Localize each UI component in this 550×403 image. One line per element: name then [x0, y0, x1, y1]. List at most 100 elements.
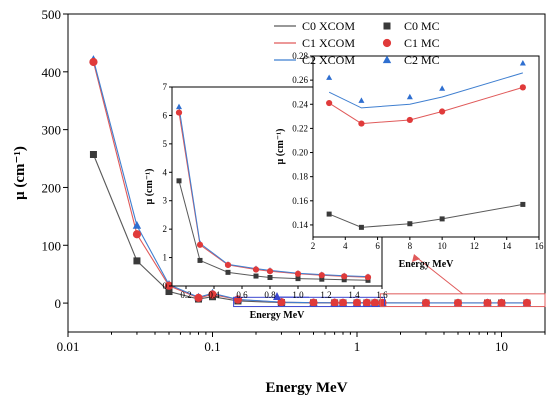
plot-frame	[312, 55, 540, 238]
series-point-1	[406, 116, 413, 124]
series-point-1	[132, 230, 142, 239]
y-tick-label: 0.26	[292, 75, 308, 85]
series-point-1	[318, 272, 325, 279]
series-point-0	[341, 277, 347, 283]
y-tick-label: 1	[163, 253, 168, 263]
series-point-0	[197, 257, 203, 263]
x-tick-label: 6	[375, 241, 380, 251]
zoom-box-1	[379, 293, 546, 308]
x-tick-label: 1.0	[292, 290, 304, 300]
x-axis-label: Energy MeV	[265, 380, 347, 396]
series-point-1	[522, 298, 532, 308]
series-point-0	[133, 257, 141, 265]
series-point-1	[421, 298, 431, 308]
y-tick-label: 6	[163, 110, 168, 120]
series-point-1	[194, 293, 203, 302]
x-tick-label: 2	[311, 241, 316, 251]
x-tick-label: 10	[495, 339, 508, 354]
x-tick-label: 0.01	[57, 339, 80, 354]
x-tick-label: 0.8	[264, 290, 276, 300]
series-point-1	[196, 241, 204, 248]
series-point-1	[378, 298, 387, 308]
x-tick-label: 1.2	[320, 290, 331, 300]
series-point-1	[224, 261, 232, 269]
legend-label: C1 MC	[404, 36, 440, 50]
x-tick-label: 1	[354, 339, 361, 354]
x-tick-label: 14	[502, 241, 512, 251]
series-point-1	[352, 298, 362, 307]
legend: C0 XCOM C1 XCOM C2 XCOM C0 MC C1 MC C2 MC	[274, 19, 440, 67]
series-point-1	[497, 298, 506, 308]
series-point-1	[266, 268, 274, 275]
series-point-1	[364, 274, 372, 281]
y-tick-label: 0.20	[292, 148, 308, 158]
y-tick-label: 400	[42, 65, 62, 80]
x-tick-label: 12	[470, 241, 479, 251]
x-tick-label: 10	[438, 241, 448, 251]
y-tick-label: 0.28	[292, 51, 308, 61]
series-point-1	[326, 99, 333, 107]
series-point-1	[370, 298, 379, 307]
series-point-1	[330, 298, 339, 307]
series-point-1	[362, 298, 371, 307]
series-point-2	[519, 59, 526, 66]
series-point-1	[453, 298, 463, 308]
series-point-0	[295, 276, 301, 282]
y-axis-label: μ (cm⁻¹)	[275, 129, 286, 165]
y-tick-label: 0	[55, 296, 62, 311]
legend-label: C1 XCOM	[302, 36, 355, 50]
y-axis-label: μ (cm⁻¹)	[144, 169, 155, 205]
series-point-1	[294, 270, 302, 277]
series-point-2	[176, 103, 182, 110]
y-tick-label: 500	[42, 7, 62, 22]
y-axis-label: μ (cm⁻¹)	[12, 146, 28, 200]
series-point-1	[208, 290, 217, 299]
zoom-arrow-red	[412, 254, 420, 262]
y-tick-label: 0.14	[292, 220, 308, 230]
y-tick-label: 0.22	[292, 123, 308, 133]
series-point-2	[406, 93, 413, 100]
series-point-1	[519, 84, 526, 91]
series-point-1	[252, 266, 260, 273]
series-point-0	[165, 288, 173, 296]
y-tick-label: 0.16	[292, 196, 308, 206]
y-tick-label: 100	[42, 238, 62, 253]
y-tick-label: 7	[163, 82, 168, 92]
series-point-0	[520, 201, 526, 207]
series-point-1	[358, 120, 365, 127]
legend-marker-0	[383, 22, 391, 30]
y-tick-label: 4	[163, 167, 168, 177]
series-point-0	[176, 178, 182, 184]
x-tick-label: 0.6	[236, 290, 248, 300]
x-tick-label: 16	[535, 241, 545, 251]
series-point-1	[341, 273, 348, 280]
series-point-2	[132, 221, 142, 229]
series-point-1	[277, 298, 286, 307]
y-tick-label: 200	[42, 180, 62, 195]
series-point-1	[309, 298, 318, 307]
series-point-1	[89, 57, 98, 67]
x-axis-label: Energy MeV	[250, 310, 305, 321]
legend-label: C2 MC	[404, 53, 440, 67]
series-point-0	[439, 216, 445, 222]
series-point-1	[338, 298, 348, 307]
series-point-0	[89, 150, 97, 158]
x-tick-label: 8	[408, 241, 413, 251]
zoom-arrow-blue	[273, 292, 281, 300]
series-point-2	[439, 85, 446, 91]
series-point-0	[326, 211, 332, 217]
series-point-0	[407, 221, 413, 227]
zoom-connector-red	[415, 256, 463, 295]
series-line-2	[328, 72, 524, 109]
x-axis-label: Energy MeV	[399, 259, 454, 270]
legend-marker-1	[382, 38, 392, 48]
x-tick-label: 1.6	[376, 290, 388, 300]
series-point-1	[175, 109, 183, 116]
x-tick-label: 0.2	[180, 290, 191, 300]
series-point-0	[365, 277, 371, 283]
x-tick-label: 4	[343, 241, 348, 251]
series-point-2	[326, 74, 333, 80]
series-point-0	[319, 276, 325, 282]
series-point-0	[225, 269, 231, 275]
